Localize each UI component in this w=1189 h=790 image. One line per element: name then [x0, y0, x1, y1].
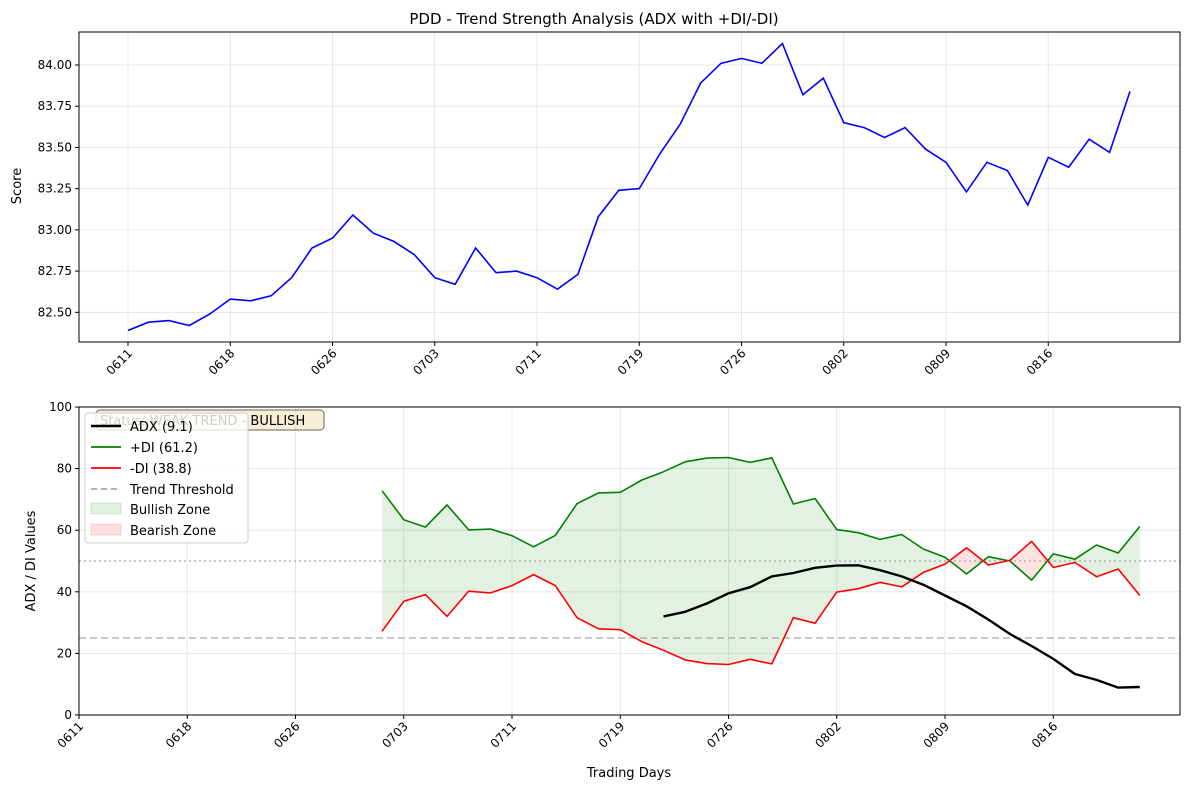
x-tick-label: 0719: [615, 346, 646, 377]
y-tick-label: 20: [57, 646, 72, 660]
y-tick-label: 84.00: [38, 58, 72, 72]
x-tick-label: 0809: [922, 346, 953, 377]
legend-swatch-bullish: [90, 502, 122, 515]
x-tick-label: 0618: [163, 719, 194, 750]
bullish-zone-segment: [447, 504, 469, 617]
bullish-zone-segment: [512, 535, 534, 586]
reference-lines: [79, 560, 1180, 639]
minus-di-line: [381, 540, 1141, 666]
x-tick-label: 0802: [819, 346, 850, 377]
bullish-zone-segment: [1096, 544, 1119, 577]
x-tick-label: 0611: [55, 719, 86, 750]
x-tick-label: 0703: [410, 346, 441, 377]
x-tick-label: 0626: [271, 719, 302, 750]
bullish-zone-segment: [425, 504, 448, 617]
bullish-zone-segment: [901, 534, 924, 587]
adx-line: [663, 564, 1140, 689]
axes-frame-top: [78, 31, 1181, 343]
legend-label-bullish: Bullish Zone: [130, 503, 210, 518]
series-group-bottom: [381, 456, 1141, 689]
legend-swatch-bearish: [90, 523, 122, 536]
x-tick-label: 0802: [812, 719, 843, 750]
y-tick-label: 60: [57, 523, 72, 537]
x-tick-label: 0726: [704, 719, 735, 750]
chart-title: PDD - Trend Strength Analysis (ADX with …: [409, 10, 778, 28]
legend: ADX (9.1) +DI (61.2) -DI (38.8) Trend Th…: [84, 412, 249, 544]
plus-di-line: [381, 456, 1141, 581]
series-group-top: [127, 42, 1131, 332]
x-tick-label: 0816: [1024, 346, 1055, 377]
x-tick-label: 0703: [379, 719, 410, 750]
bullish-zone-segment: [620, 479, 642, 642]
y-tick-label: 83.75: [38, 99, 72, 113]
bullish-zone-segment: [685, 458, 707, 664]
bullish-zone-segment: [382, 490, 404, 632]
y-tick-label: 83.25: [38, 182, 72, 196]
bullish-zone-segment: [490, 528, 512, 594]
grid-top: [79, 32, 1180, 342]
legend-frame: [84, 412, 249, 544]
y-axis-label-top: Score: [10, 168, 25, 204]
x-tick-label: 0618: [206, 346, 237, 377]
x-tick-label: 0719: [596, 719, 627, 750]
y-tick-label: 80: [57, 462, 72, 476]
bullish-zone-segment: [641, 471, 664, 651]
bullish-zone-segment: [576, 492, 599, 629]
x-tick-label: 0711: [513, 346, 544, 377]
y-tick-label: 83.50: [38, 140, 72, 154]
x-tick-label: 0726: [717, 346, 748, 377]
legend-label-threshold: Trend Threshold: [129, 483, 234, 498]
y-tick-label: 82.75: [38, 264, 72, 278]
x-tick-label: 0611: [104, 346, 135, 377]
bullish-zone-segment: [771, 457, 794, 664]
x-axis-label: Trading Days: [586, 766, 671, 781]
y-tick-label: 40: [57, 585, 72, 599]
y-tick-label: 82.50: [38, 305, 72, 319]
bullish-zone-segment: [555, 503, 577, 618]
legend-label-bearish: Bearish Zone: [130, 524, 216, 539]
legend-label-adx: ADX (9.1): [130, 420, 193, 435]
y-tick-label: 0: [64, 708, 72, 722]
y-axis-label-bottom: ADX / DI Values: [24, 510, 39, 611]
legend-label-plus-di: +DI (61.2): [130, 441, 198, 456]
adx-panel: ADX / DI Values Trading Days 0611 0618 062…: [24, 400, 1181, 781]
bearish-zone-segment: [949, 547, 967, 574]
bullish-zone-segment: [706, 457, 729, 665]
score-line: [127, 42, 1131, 332]
x-tick-label: 0809: [921, 719, 952, 750]
axes-frame-bottom: [78, 406, 1181, 716]
x-tick-label: 0711: [488, 719, 519, 750]
price-panel: PDD - Trend Strength Analysis (ADX with …: [10, 10, 1181, 378]
x-tick-label: 0626: [308, 346, 339, 377]
legend-label-minus-di: -DI (38.8): [130, 462, 192, 477]
bullish-zone-segment: [836, 529, 859, 593]
y-tick-label: 83.00: [38, 223, 72, 237]
y-tick-label: 100: [49, 400, 72, 414]
x-tick-label: 0816: [1029, 719, 1060, 750]
bullish-zone-segment: [988, 556, 1009, 566]
